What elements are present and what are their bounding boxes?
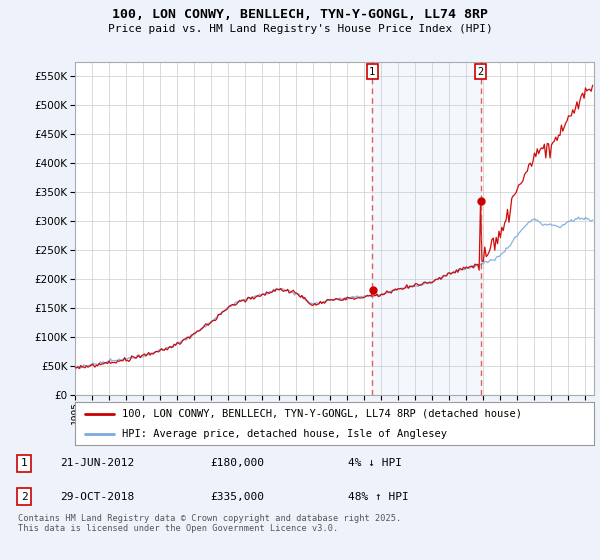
Text: 4% ↓ HPI: 4% ↓ HPI (348, 459, 402, 469)
Text: 1: 1 (369, 67, 376, 77)
Text: 21-JUN-2012: 21-JUN-2012 (60, 459, 134, 469)
Text: 100, LON CONWY, BENLLECH, TYN-Y-GONGL, LL74 8RP: 100, LON CONWY, BENLLECH, TYN-Y-GONGL, L… (112, 8, 488, 21)
Text: 100, LON CONWY, BENLLECH, TYN-Y-GONGL, LL74 8RP (detached house): 100, LON CONWY, BENLLECH, TYN-Y-GONGL, L… (122, 409, 522, 419)
Text: 29-OCT-2018: 29-OCT-2018 (60, 492, 134, 502)
Text: £335,000: £335,000 (210, 492, 264, 502)
Text: Contains HM Land Registry data © Crown copyright and database right 2025.
This d: Contains HM Land Registry data © Crown c… (18, 514, 401, 534)
Text: 48% ↑ HPI: 48% ↑ HPI (348, 492, 409, 502)
Text: HPI: Average price, detached house, Isle of Anglesey: HPI: Average price, detached house, Isle… (122, 430, 447, 439)
Text: 1: 1 (20, 459, 28, 469)
Bar (372, 62, 481, 395)
Text: £180,000: £180,000 (210, 459, 264, 469)
Text: 2: 2 (478, 67, 484, 77)
Text: Price paid vs. HM Land Registry's House Price Index (HPI): Price paid vs. HM Land Registry's House … (107, 24, 493, 34)
Text: 2: 2 (20, 492, 28, 502)
